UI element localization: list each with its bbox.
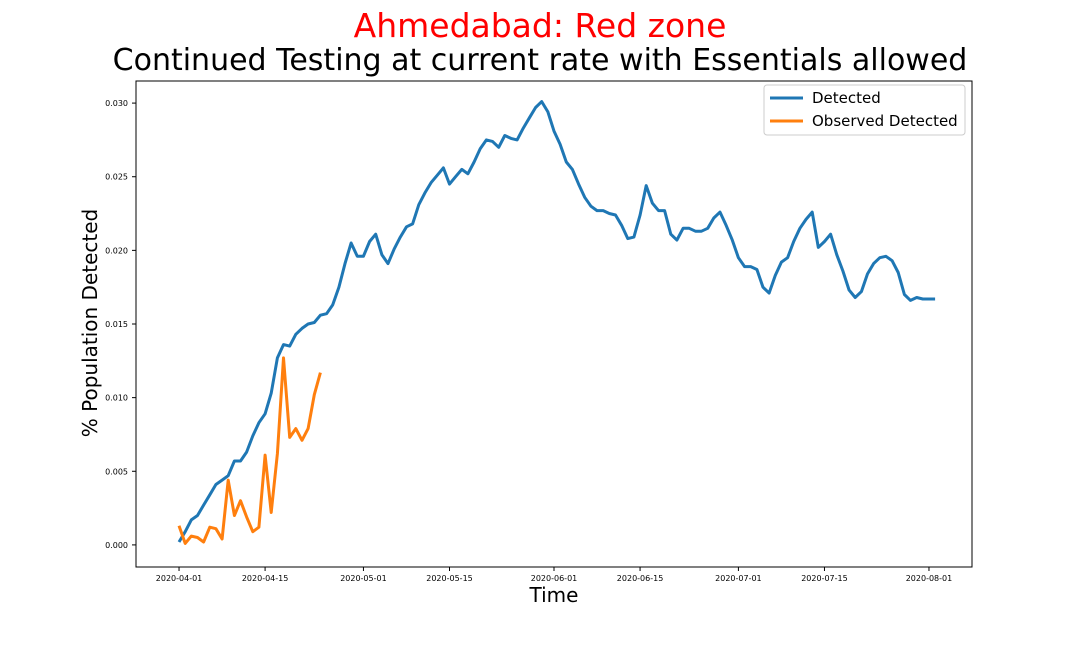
x-tick-label-2: 2020-05-01 bbox=[340, 574, 387, 583]
y-tick-label-1: 0.005 bbox=[105, 467, 128, 476]
y-axis: 0.000 0.005 0.010 0.015 0.020 0.025 0.030 bbox=[105, 99, 136, 550]
x-tick-label-3: 2020-05-15 bbox=[426, 574, 473, 583]
series-line-detected bbox=[177, 100, 936, 543]
y-tick-label-4: 0.020 bbox=[105, 246, 128, 255]
legend-label-observed-detected: Observed Detected bbox=[812, 112, 958, 130]
x-tick-label-0: 2020-04-01 bbox=[156, 574, 203, 583]
x-tick-label-1: 2020-04-15 bbox=[242, 574, 289, 583]
legend-label-detected: Detected bbox=[812, 89, 881, 107]
page-subtitle: Continued Testing at current rate with E… bbox=[112, 43, 968, 78]
x-tick-label-6: 2020-07-01 bbox=[715, 574, 762, 583]
x-axis: 2020-04-01 2020-04-15 2020-05-01 2020-05-15… bbox=[156, 567, 952, 583]
y-tick-label-5: 0.025 bbox=[105, 173, 128, 182]
x-tick-label-8: 2020-08-01 bbox=[906, 574, 953, 583]
page-title: Ahmedabad: Red zone bbox=[353, 6, 727, 45]
x-tick-label-7: 2020-07-15 bbox=[801, 574, 848, 583]
legend-box bbox=[763, 84, 966, 136]
legend: Detected Observed Detected bbox=[763, 84, 966, 136]
x-axis-title: Time bbox=[529, 583, 579, 607]
y-tick-label-6: 0.030 bbox=[105, 99, 128, 108]
y-tick-label-0: 0.000 bbox=[105, 541, 128, 550]
y-tick-label-3: 0.015 bbox=[105, 320, 128, 329]
x-tick-label-5: 2020-06-15 bbox=[617, 574, 664, 583]
y-axis-title: % Population Detected bbox=[78, 209, 102, 438]
x-tick-label-4: 2020-06-01 bbox=[531, 574, 578, 583]
y-tick-label-2: 0.010 bbox=[105, 394, 128, 403]
series-line-observed-detected bbox=[177, 356, 322, 545]
series-layer bbox=[177, 100, 936, 545]
